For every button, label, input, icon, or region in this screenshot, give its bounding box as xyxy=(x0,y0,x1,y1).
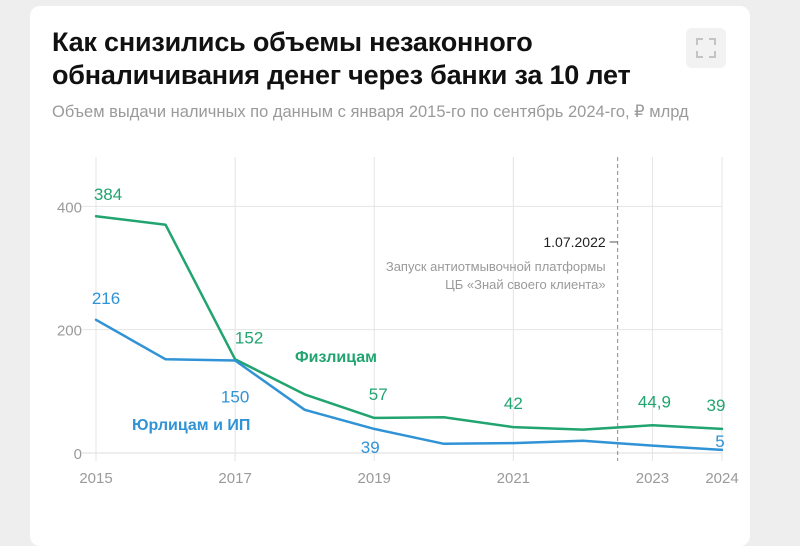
fullscreen-icon xyxy=(696,38,716,58)
series-line-0 xyxy=(94,214,724,431)
annotation-date: 1.07.2022 xyxy=(543,234,605,250)
x-tick-label: 2015 xyxy=(79,470,112,487)
chart-subtitle: Объем выдачи наличных по данным с января… xyxy=(52,103,689,121)
data-label: 5 xyxy=(715,432,724,451)
series-label-fizlitsam: Физлицам xyxy=(295,349,377,366)
data-label: 39 xyxy=(707,396,726,415)
x-tick-label: 2017 xyxy=(218,470,251,487)
y-tick-label: 200 xyxy=(57,323,82,340)
x-tick-label: 2019 xyxy=(358,470,391,487)
data-label: 216 xyxy=(92,289,120,308)
data-label: 39 xyxy=(361,438,380,457)
data-label: 150 xyxy=(221,388,249,407)
x-tick-label: 2021 xyxy=(497,470,530,487)
series-line-1 xyxy=(94,318,724,452)
y-tick-label: 0 xyxy=(74,446,82,463)
data-label: 44,9 xyxy=(638,392,671,411)
x-tick-label: 2023 xyxy=(636,470,669,487)
x-tick-label: 2024 xyxy=(705,470,738,487)
data-label: 57 xyxy=(369,385,388,404)
data-label: 42 xyxy=(504,394,523,413)
line-chart: 0 200 400 2015 2017 2019 2021 2023 2024 1.07.2022… xyxy=(57,157,739,487)
data-label: 152 xyxy=(235,328,263,347)
annotation-text-line2: ЦБ «Знай своего клиента» xyxy=(445,277,606,292)
chart-title: Как снизились объемы незаконного обналич… xyxy=(52,27,631,90)
series-label-yurlitsam: Юрлицам и ИП xyxy=(132,417,250,434)
y-tick-label: 400 xyxy=(57,199,82,216)
data-label: 384 xyxy=(94,185,122,204)
chart-card: Как снизились объемы незаконного обналич… xyxy=(30,6,750,546)
fullscreen-button[interactable] xyxy=(686,28,726,68)
annotation-text-line1: Запуск антиотмывочной платформы xyxy=(386,259,606,274)
